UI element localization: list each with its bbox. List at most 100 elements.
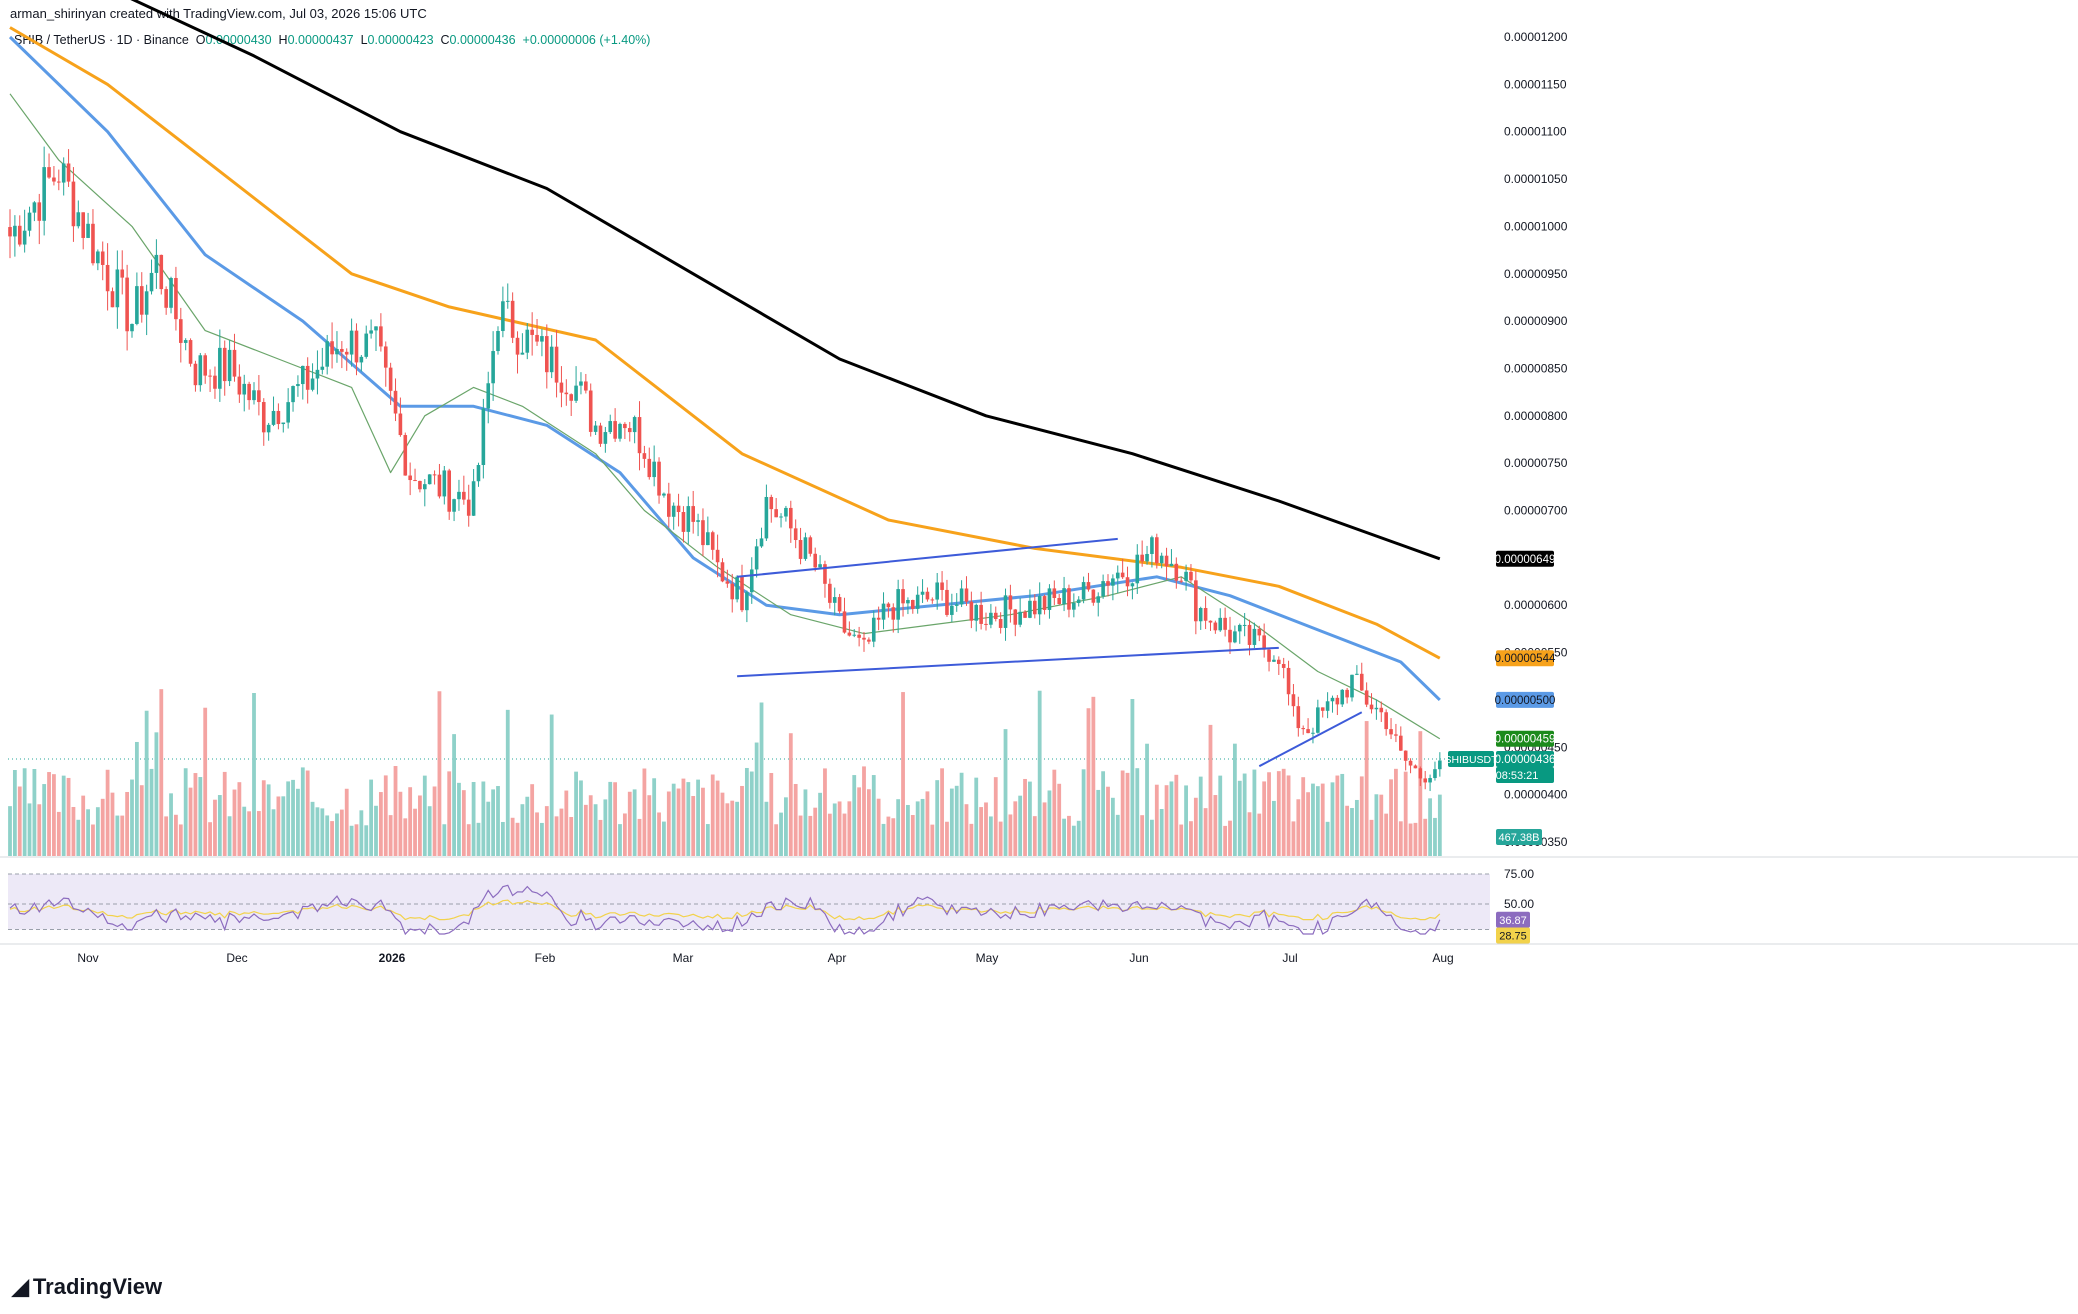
candle-body (1325, 701, 1330, 711)
symbol-name[interactable]: SHIB / TetherUS · 1D · Binance (14, 33, 189, 47)
candle-body (876, 617, 881, 620)
candle-body (398, 413, 403, 436)
candle-body (823, 564, 827, 584)
time-axis-tick: Dec (226, 951, 247, 965)
volume-bar (227, 816, 232, 856)
candle-body (1277, 659, 1281, 664)
volume-bar (47, 772, 51, 856)
candle-body (17, 225, 22, 245)
volume-bar (42, 784, 47, 856)
candle-body (164, 289, 168, 308)
candle-body (862, 637, 866, 640)
volume-bar (1374, 794, 1379, 856)
candle-body (1042, 596, 1047, 610)
candle-body (27, 212, 32, 231)
volume-bar (784, 797, 788, 856)
trendline-layer (737, 537, 1363, 768)
volume-bar (330, 821, 334, 856)
volume-bar (525, 796, 530, 856)
candle-body (427, 474, 432, 485)
volume-bar (1096, 789, 1101, 856)
volume-bar (769, 772, 774, 856)
candle-body (1423, 778, 1427, 783)
candle-body (1194, 580, 1198, 622)
volume-bar (813, 807, 818, 856)
volume-bar (832, 803, 837, 856)
volume-bar (1013, 801, 1018, 856)
price-axis-tick: 0.00001150 (1504, 77, 1567, 91)
candle-body (1228, 629, 1232, 643)
candle-body (1340, 689, 1345, 705)
brand-name: TradingView (32, 1274, 163, 1299)
volume-bar (871, 775, 876, 856)
candle-body (1023, 611, 1027, 618)
candle-body (1311, 732, 1315, 734)
candle-body (993, 612, 998, 620)
candle-body (301, 365, 305, 385)
candle-body (52, 177, 56, 182)
volume-bar (491, 789, 496, 856)
price-tag-label: 0.00000459 (1495, 734, 1556, 746)
volume-bar (1242, 773, 1247, 856)
volume-bar (808, 815, 813, 856)
volume-bar (461, 790, 466, 856)
candle-body (349, 330, 354, 355)
candle-body (784, 507, 788, 517)
volume-bar (852, 775, 857, 856)
candle-body (1184, 571, 1188, 581)
candle-body (71, 181, 76, 227)
volume-bar (627, 791, 632, 856)
volume-bar (1267, 772, 1271, 856)
volume-bar (1364, 721, 1369, 856)
volume-bar (608, 781, 613, 856)
candle-body (86, 223, 90, 238)
candle-body (1135, 554, 1140, 584)
candle-body (330, 341, 334, 355)
volume-bar (193, 773, 198, 856)
candle-body (1013, 609, 1018, 625)
close-value: 0.00000436 (449, 33, 516, 47)
candle-body (1037, 596, 1042, 615)
candle-body (691, 506, 695, 522)
candle-body (22, 230, 27, 245)
volume-bar (296, 788, 300, 856)
volume-bar (1345, 805, 1350, 856)
candle-body (61, 163, 66, 183)
candle-body (793, 528, 798, 541)
volume-bar (827, 813, 832, 856)
volume-bar (1052, 769, 1057, 856)
candle-body (305, 365, 310, 390)
candle-body (603, 432, 608, 444)
volume-bar (1262, 781, 1267, 856)
candle-body (569, 394, 573, 401)
volume-bar (476, 822, 481, 856)
candle-body (1359, 673, 1364, 691)
candle-body (32, 202, 37, 213)
volume-bar (662, 821, 666, 856)
volume-bar (1428, 798, 1432, 856)
volume-bar (1247, 812, 1252, 856)
candle-body (1233, 631, 1237, 643)
volume-bar (505, 709, 510, 856)
volume-bar (725, 803, 730, 856)
volume-bar (1335, 775, 1340, 856)
volume-bar (1389, 779, 1393, 856)
candle-body (359, 356, 364, 363)
volume-bar (1359, 776, 1364, 856)
candle-body (979, 604, 983, 624)
price-tag-label: 0.00000544 (1495, 653, 1556, 665)
volume-bar (1394, 768, 1398, 856)
volume-bar (1130, 699, 1135, 856)
candle-body (437, 474, 442, 497)
candle-body (261, 402, 266, 433)
volume-bar (1340, 773, 1345, 856)
volume-bar (720, 792, 725, 856)
volume-bar (374, 805, 378, 856)
volume-bar (691, 796, 696, 856)
tradingview-logo[interactable]: ◢ TradingView (12, 1274, 162, 1300)
volume-bar (398, 791, 403, 856)
price-tag (1496, 751, 1554, 767)
volume-bar (564, 790, 569, 856)
volume-bar (76, 819, 81, 856)
